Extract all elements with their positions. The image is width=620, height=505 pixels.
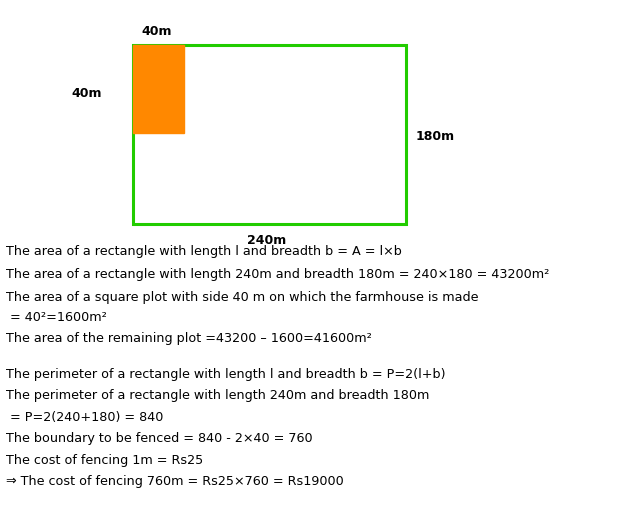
Text: 40m: 40m	[72, 87, 102, 100]
Text: 180m: 180m	[415, 130, 454, 143]
Text: ⇒ The cost of fencing 760m = Rs25×760 = Rs19000: ⇒ The cost of fencing 760m = Rs25×760 = …	[6, 474, 344, 487]
Text: The area of the remaining plot =43200 – 1600=41600m²: The area of the remaining plot =43200 – …	[6, 331, 372, 344]
Text: The perimeter of a rectangle with length l and breadth b = P=2(l+b): The perimeter of a rectangle with length…	[6, 367, 446, 380]
Text: The area of a square plot with side 40 m on which the farmhouse is made: The area of a square plot with side 40 m…	[6, 290, 479, 303]
Text: The area of a rectangle with length l and breadth b = A = l×b: The area of a rectangle with length l an…	[6, 244, 402, 258]
Text: The cost of fencing 1m = Rs25: The cost of fencing 1m = Rs25	[6, 452, 203, 466]
Bar	[133, 45, 184, 134]
Text: The boundary to be fenced = 840 - 2×40 = 760: The boundary to be fenced = 840 - 2×40 =…	[6, 431, 313, 444]
Text: The perimeter of a rectangle with length 240m and breadth 180m: The perimeter of a rectangle with length…	[6, 388, 430, 401]
Text: The area of a rectangle with length 240m and breadth 180m = 240×180 = 43200m²: The area of a rectangle with length 240m…	[6, 267, 549, 280]
Text: = 40²=1600m²: = 40²=1600m²	[6, 310, 107, 323]
Bar	[133, 45, 406, 225]
Text: = P=2(240+180) = 840: = P=2(240+180) = 840	[6, 410, 164, 423]
Text: 40m: 40m	[141, 25, 172, 38]
Text: 240m: 240m	[247, 233, 286, 246]
